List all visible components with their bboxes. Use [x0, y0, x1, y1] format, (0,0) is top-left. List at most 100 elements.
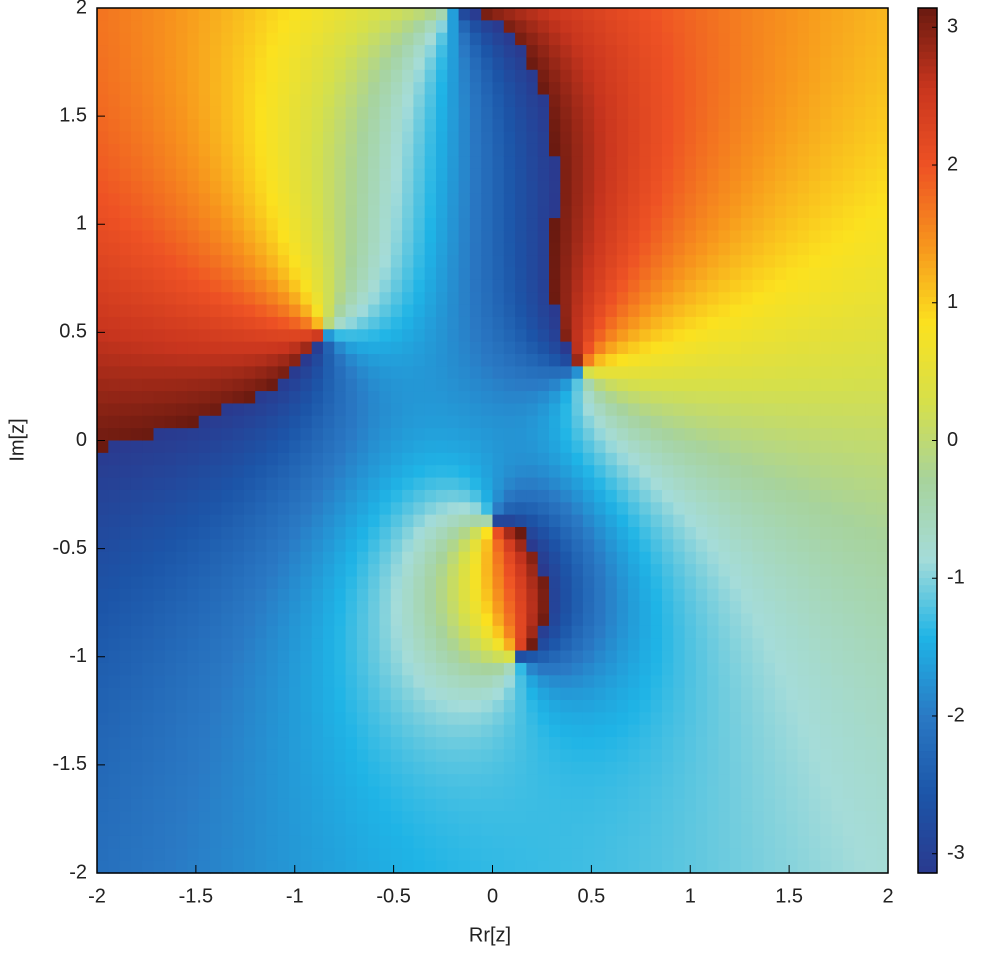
phase-cell — [616, 193, 629, 207]
phase-cell — [515, 786, 527, 800]
phase-cell — [582, 724, 595, 738]
phase-cell — [390, 465, 403, 479]
phase-cell — [582, 119, 595, 133]
phase-cell — [729, 724, 742, 738]
phase-cell — [334, 440, 347, 454]
phase-cell — [786, 20, 799, 34]
phase-cell — [741, 712, 753, 726]
phase-cell — [402, 440, 414, 454]
phase-cell — [842, 588, 855, 602]
phase-cell — [311, 304, 324, 318]
phase-cell — [334, 774, 347, 788]
phase-cell — [300, 477, 313, 491]
phase-cell — [820, 489, 833, 503]
phase-cell — [142, 823, 155, 837]
phase-cell — [447, 279, 460, 293]
phase-cell — [775, 860, 787, 874]
phase-cell — [356, 428, 369, 442]
phase-cell — [277, 650, 290, 664]
phase-cell — [289, 848, 301, 862]
phase-cell — [526, 279, 539, 293]
phase-cell — [289, 798, 301, 812]
phase-cell — [842, 452, 855, 466]
phase-cell — [650, 452, 663, 466]
phase-cell — [537, 329, 550, 343]
phase-cell — [775, 391, 787, 405]
phase-cell — [402, 798, 414, 812]
phase-cell — [97, 687, 109, 701]
phase-cell — [402, 168, 414, 182]
phase-cell — [153, 366, 166, 380]
phase-cell — [684, 119, 697, 133]
phase-cell — [458, 700, 471, 713]
phase-cell — [119, 57, 132, 71]
phase-cell — [97, 576, 109, 590]
phase-cell — [130, 354, 143, 367]
phase-cell — [831, 181, 844, 194]
phase-cell — [831, 489, 844, 503]
phase-cell — [130, 774, 143, 788]
phase-cell — [232, 131, 245, 145]
phase-cell — [515, 576, 527, 590]
phase-cell — [571, 391, 584, 405]
phase-cell — [503, 94, 516, 108]
phase-cell — [356, 786, 369, 800]
phase-cell — [221, 156, 234, 170]
phase-cell — [718, 391, 731, 405]
phase-cell — [842, 601, 855, 615]
phase-cell — [311, 354, 324, 367]
phase-cell — [786, 366, 799, 380]
phase-cell — [164, 45, 177, 59]
phase-cell — [390, 786, 403, 800]
phase-cell — [198, 712, 211, 726]
phase-cell — [752, 428, 765, 442]
phase-cell — [458, 662, 471, 676]
phase-cell — [243, 292, 256, 306]
phase-cell — [854, 465, 866, 479]
phase-cell — [560, 452, 573, 466]
phase-cell — [673, 267, 686, 281]
phase-cell — [571, 502, 584, 516]
phase-cell — [492, 255, 505, 269]
phase-cell — [718, 576, 731, 590]
phase-cell — [97, 527, 109, 540]
phase-cell — [198, 131, 211, 145]
phase-cell — [492, 341, 505, 355]
phase-cell — [153, 32, 166, 46]
phase-cell — [300, 848, 313, 862]
phase-cell — [594, 588, 607, 602]
phase-cell — [97, 304, 109, 318]
phase-cell — [560, 403, 573, 417]
phase-cell — [164, 106, 177, 120]
phase-cell — [808, 687, 821, 701]
phase-cell — [865, 304, 878, 318]
phase-cell — [481, 613, 494, 627]
phase-cell — [266, 700, 279, 713]
phase-cell — [97, 279, 109, 293]
phase-cell — [650, 45, 663, 59]
phase-cell — [130, 662, 143, 676]
phase-cell — [820, 292, 833, 306]
phase-cell — [876, 354, 889, 367]
phase-cell — [865, 502, 878, 516]
phase-cell — [390, 823, 403, 837]
phase-cell — [108, 354, 121, 367]
phase-cell — [503, 366, 516, 380]
phase-cell — [345, 539, 358, 553]
phase-cell — [741, 181, 753, 194]
phase-cell — [492, 786, 505, 800]
phase-cell — [526, 539, 539, 553]
phase-cell — [379, 279, 392, 293]
phase-cell — [119, 465, 132, 479]
phase-cell — [164, 366, 177, 380]
phase-cell — [741, 662, 753, 676]
phase-cell — [549, 168, 561, 182]
phase-cell — [684, 835, 697, 849]
phase-cell — [447, 835, 460, 849]
phase-cell — [718, 218, 731, 232]
phase-cell — [526, 366, 539, 380]
phase-cell — [515, 613, 527, 627]
phase-cell — [266, 181, 279, 194]
phase-cell — [831, 786, 844, 800]
phase-cell — [153, 403, 166, 417]
